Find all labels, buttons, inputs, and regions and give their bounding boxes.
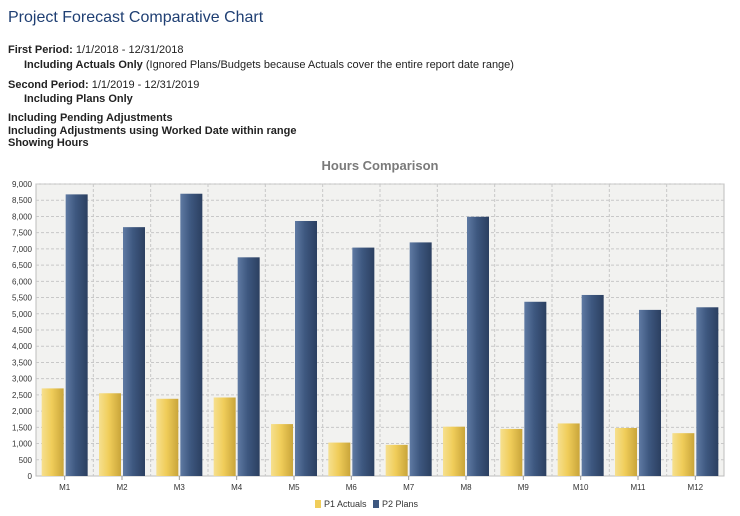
bar-p1-actuals xyxy=(385,444,408,476)
first-period-range: 1/1/2018 - 12/31/2018 xyxy=(75,44,184,56)
bar-p2-plans xyxy=(639,309,661,476)
x-tick-label: M8 xyxy=(460,483,472,492)
first-period-line: First Period: 1/1/2018 - 12/31/2018 xyxy=(8,44,184,56)
option-showing-hours: Showing Hours xyxy=(8,137,89,149)
bar-p1-actuals xyxy=(213,397,236,476)
y-tick-label: 0 xyxy=(28,472,33,481)
bar-p1-actuals xyxy=(443,426,465,476)
y-tick-label: 2,500 xyxy=(12,391,33,400)
first-period-label: First Period: xyxy=(8,44,73,56)
bar-p1-actuals xyxy=(156,398,179,476)
bar-p2-plans xyxy=(696,307,719,476)
second-period-line: Second Period: 1/1/2019 - 12/31/2019 xyxy=(8,79,199,91)
option-pending-adjustments: Including Pending Adjustments xyxy=(8,112,173,124)
y-tick-label: 8,500 xyxy=(12,196,33,205)
second-period-label: Second Period: xyxy=(8,79,89,91)
first-period-mode-line: Including Actuals Only (Ignored Plans/Bu… xyxy=(8,59,514,71)
y-tick-label: 1,000 xyxy=(12,440,33,449)
x-tick-label: M1 xyxy=(59,483,71,492)
bar-p1-actuals xyxy=(500,428,523,476)
bar-p2-plans xyxy=(65,194,88,477)
bar-p1-actuals xyxy=(328,442,351,476)
legend-swatch-p1 xyxy=(315,500,321,508)
x-tick-label: M4 xyxy=(231,483,243,492)
legend-label-p2: P2 Plans xyxy=(382,499,419,509)
x-tick-label: M5 xyxy=(288,483,300,492)
bar-p1-actuals xyxy=(99,393,121,476)
second-period-mode: Including Plans Only xyxy=(24,93,133,105)
chart-title: Hours Comparison xyxy=(321,158,438,173)
y-tick-label: 5,500 xyxy=(12,294,33,303)
bar-p2-plans xyxy=(180,193,203,476)
y-tick-label: 4,000 xyxy=(12,342,33,351)
bar-p2-plans xyxy=(237,257,260,476)
second-period-mode-line: Including Plans Only xyxy=(8,93,133,105)
y-tick-label: 6,500 xyxy=(12,261,33,270)
bar-p2-plans xyxy=(467,216,489,476)
y-tick-label: 7,000 xyxy=(12,245,33,254)
bar-p2-plans xyxy=(295,220,317,476)
bar-p2-plans xyxy=(123,227,145,476)
y-tick-label: 4,500 xyxy=(12,326,33,335)
bar-p1-actuals xyxy=(41,388,64,476)
bar-p2-plans xyxy=(352,247,375,476)
bar-p2-plans xyxy=(409,242,432,476)
y-tick-label: 500 xyxy=(19,456,33,465)
x-tick-label: M12 xyxy=(688,483,704,492)
y-tick-label: 8,000 xyxy=(12,212,33,221)
legend-label-p1: P1 Actuals xyxy=(324,499,367,509)
x-tick-label: M3 xyxy=(174,483,186,492)
bar-p1-actuals xyxy=(615,427,637,476)
y-tick-label: 5,000 xyxy=(12,310,33,319)
hours-comparison-chart: Hours Comparison 0 500 1,000 1,500 2,000 2,500… xyxy=(12,158,725,509)
first-period-mode: Including Actuals Only xyxy=(24,59,143,71)
y-tick-label: 1,500 xyxy=(12,423,33,432)
x-tick-label: M10 xyxy=(573,483,589,492)
bar-p1-actuals xyxy=(672,433,695,476)
y-tick-label: 9,000 xyxy=(12,180,33,189)
bar-p1-actuals xyxy=(557,423,580,476)
page-title: Project Forecast Comparative Chart xyxy=(8,9,264,26)
bar-p2-plans xyxy=(581,294,604,476)
y-tick-label: 3,500 xyxy=(12,358,33,367)
second-period-range: 1/1/2019 - 12/31/2019 xyxy=(91,79,200,91)
x-tick-label: M7 xyxy=(403,483,415,492)
x-tick-label: M2 xyxy=(116,483,128,492)
y-tick-label: 6,000 xyxy=(12,277,33,286)
x-tick-label: M6 xyxy=(346,483,358,492)
y-tick-label: 2,000 xyxy=(12,407,33,416)
legend-swatch-p2 xyxy=(373,500,379,508)
option-worked-date: Including Adjustments using Worked Date … xyxy=(8,125,297,137)
x-tick-label: M9 xyxy=(518,483,530,492)
bar-p2-plans xyxy=(524,301,547,476)
y-tick-label: 3,000 xyxy=(12,375,33,384)
first-period-note: (Ignored Plans/Budgets because Actuals c… xyxy=(145,59,514,71)
x-tick-label: M11 xyxy=(631,483,647,492)
bar-p1-actuals xyxy=(271,424,293,476)
y-tick-label: 7,500 xyxy=(12,229,33,238)
